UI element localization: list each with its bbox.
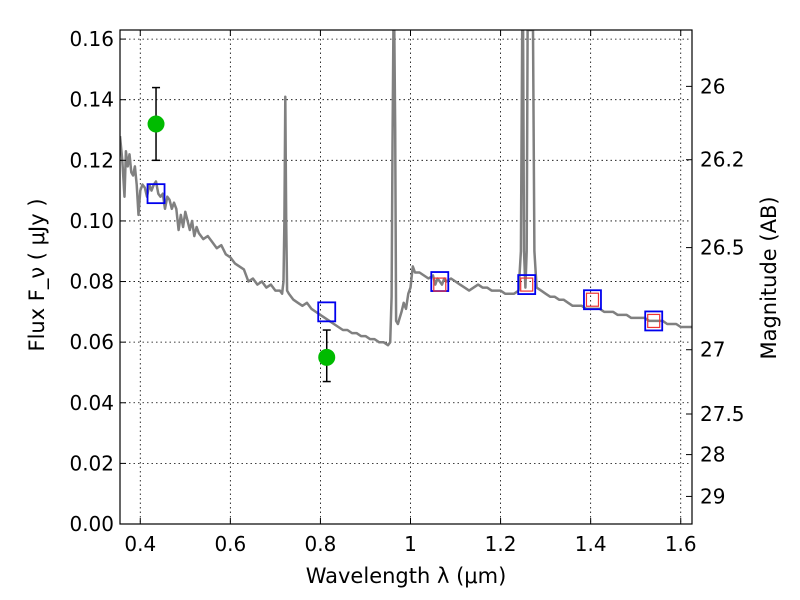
y-axis-title-right: Magnitude (AB) <box>757 196 781 359</box>
x-axis-title: Wavelength λ (μm) <box>306 564 507 588</box>
measured-photometry-square <box>520 277 534 292</box>
y-tick-label: 0.16 <box>69 27 114 51</box>
measured-photometry-square <box>647 313 661 329</box>
right-tick-label: 28 <box>700 443 725 467</box>
model-photometry-square <box>583 289 602 311</box>
plot-frame <box>119 29 693 525</box>
right-tick-label: 27 <box>700 338 725 362</box>
y-tick-label: 0.12 <box>69 148 114 172</box>
x-tick-label: 0.8 <box>305 532 337 556</box>
hst-data-point <box>318 348 336 366</box>
right-ticks: 26 26.2 26.5 27 27.5 28 29 <box>686 74 745 508</box>
x-tick-label: 0.4 <box>124 532 156 556</box>
gridlines <box>120 30 692 525</box>
model-photometry-square <box>146 183 166 205</box>
y-tick-label: 0.02 <box>69 451 114 475</box>
x-tick-label: 1.2 <box>485 532 517 556</box>
y-ticks: 0.00 0.02 0.04 0.06 0.08 0.10 0.12 0.14 0.16 <box>69 27 126 536</box>
measured-photometry-square <box>585 292 600 307</box>
x-tick-label: 1.4 <box>575 532 607 556</box>
y-tick-label: 0.08 <box>69 270 114 294</box>
right-tick-label: 29 <box>700 484 725 508</box>
y-axis-title: Flux F_ν ( μJy ) <box>25 198 50 351</box>
y-tick-label: 0.10 <box>69 209 114 233</box>
x-tick-label: 1 <box>404 532 417 556</box>
x-tick-label: 1.6 <box>665 532 697 556</box>
measured-photometry-square <box>433 277 447 292</box>
x-tick-label: 0.6 <box>214 532 246 556</box>
right-tick-label: 27.5 <box>700 402 745 426</box>
model-photometry-square <box>517 274 537 295</box>
spectrum-layer <box>120 30 692 347</box>
y-tick-label: 0.14 <box>69 88 114 112</box>
model-photometry-square <box>644 310 664 332</box>
model-photometry-square <box>317 301 337 323</box>
markers-layer <box>146 86 664 383</box>
right-tick-label: 26 <box>700 74 725 98</box>
y-tick-label: 0.06 <box>69 330 114 354</box>
right-tick-label: 26.5 <box>700 236 745 260</box>
right-tick-label: 26.2 <box>700 148 745 172</box>
y-tick-label: 0.00 <box>69 512 114 536</box>
y-tick-label: 0.04 <box>69 391 114 415</box>
spectrum-line <box>120 30 692 347</box>
x-ticks: 0.4 0.6 0.8 1 1.2 1.4 1.6 <box>124 30 697 556</box>
hst-data-point <box>147 115 165 133</box>
